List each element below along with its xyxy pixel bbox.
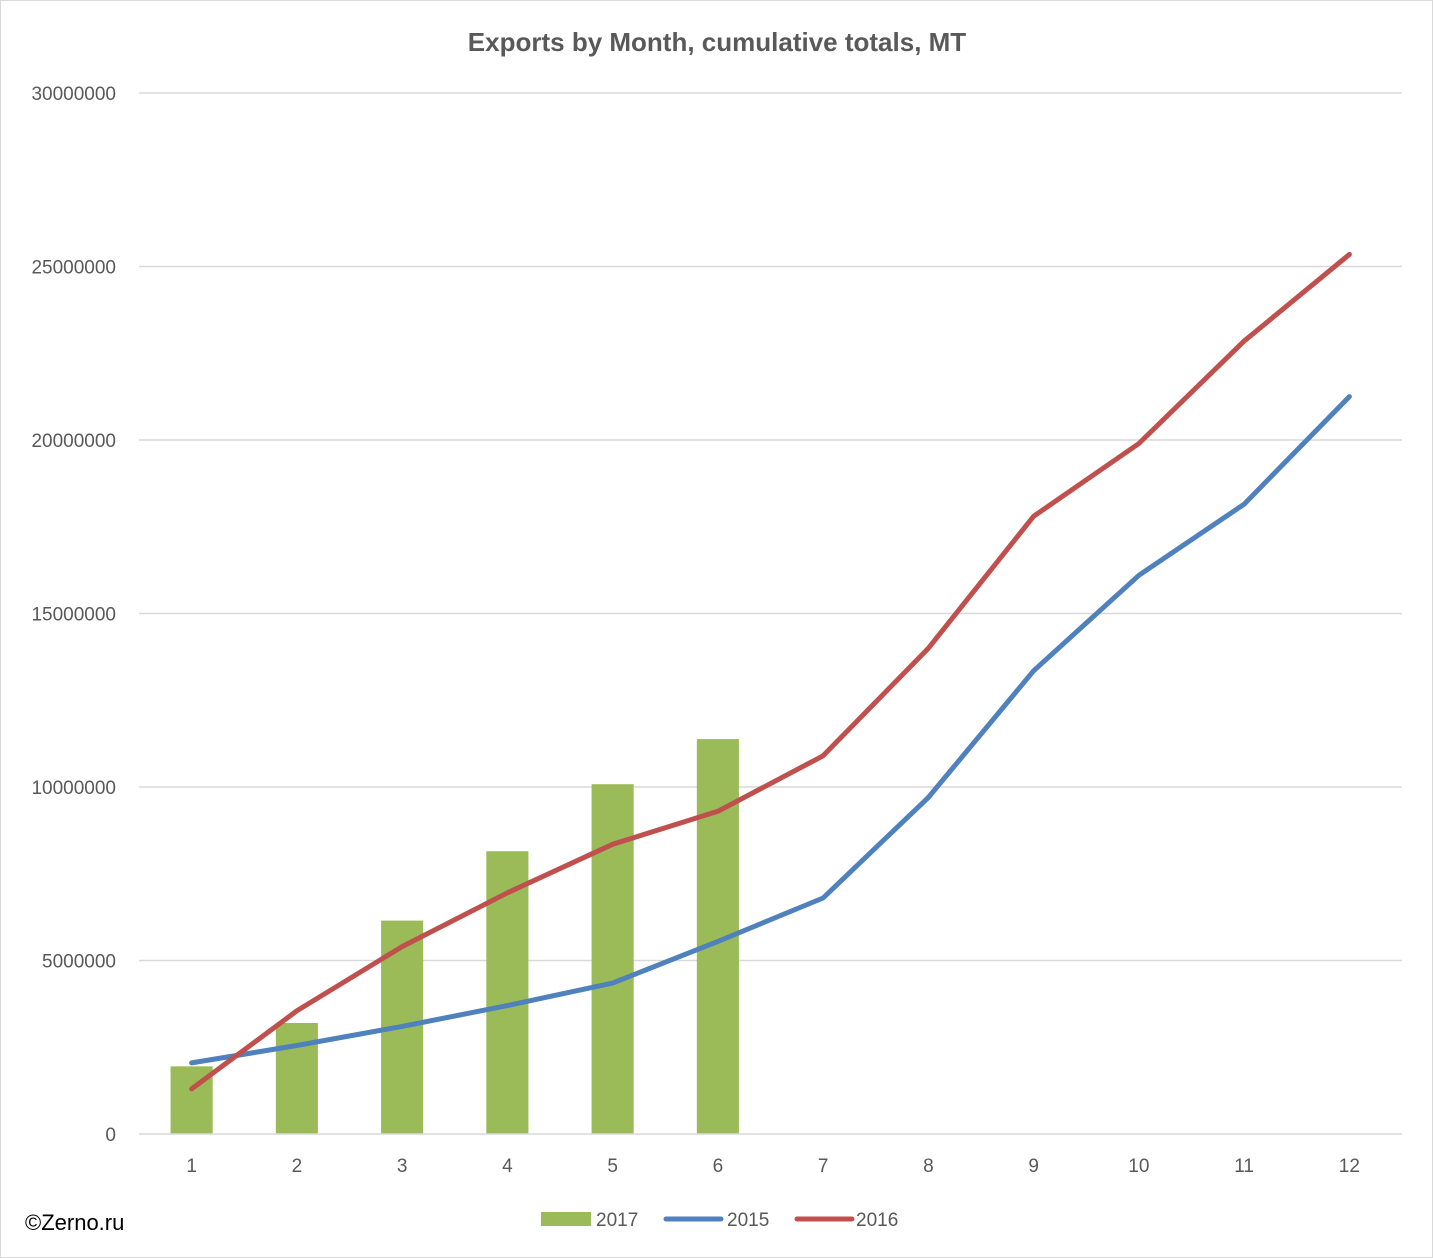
- x-tick-label: 8: [923, 1156, 934, 1177]
- bar-2017: [275, 1022, 318, 1134]
- legend: 2017 2015 2016: [541, 1210, 898, 1231]
- legend-marker-2017: [541, 1212, 591, 1226]
- y-tick-label: 5000000: [42, 952, 116, 973]
- gridlines: [139, 92, 1402, 962]
- x-tick-label: 11: [1234, 1156, 1254, 1177]
- y-tick-label: 25000000: [31, 258, 116, 279]
- x-axis-ticks: 1 2 3 4 5 6 7 8 9 10 11 12: [186, 1156, 1360, 1177]
- credit-text: ©Zerno.ru: [25, 1210, 124, 1235]
- x-tick-label: 12: [1339, 1156, 1360, 1177]
- y-tick-label: 10000000: [31, 778, 116, 799]
- bar-series: [170, 739, 739, 1134]
- line-2015: [189, 394, 1352, 1066]
- y-tick-label: 0: [105, 1125, 116, 1146]
- x-tick-label: 2: [292, 1156, 303, 1177]
- line-series: [189, 251, 1352, 1092]
- y-tick-label: 30000000: [31, 84, 116, 105]
- chart-title: Exports by Month, cumulative totals, MT: [468, 27, 966, 57]
- line-2016: [189, 251, 1352, 1092]
- x-tick-label: 1: [186, 1156, 197, 1177]
- x-tick-label: 5: [607, 1156, 618, 1177]
- x-tick-label: 7: [818, 1156, 829, 1177]
- y-tick-label: 15000000: [31, 605, 116, 626]
- legend-label-2015: 2015: [727, 1210, 769, 1231]
- bar-2017: [591, 784, 634, 1134]
- x-tick-label: 10: [1128, 1156, 1149, 1177]
- legend-label-2016: 2016: [856, 1210, 898, 1231]
- y-tick-label: 20000000: [31, 431, 116, 452]
- x-tick-label: 9: [1028, 1156, 1039, 1177]
- y-axis-ticks: 0 5000000 10000000 15000000 20000000 25000000…: [31, 84, 116, 1146]
- x-tick-label: 4: [502, 1156, 513, 1177]
- x-tick-label: 6: [713, 1156, 724, 1177]
- x-tick-label: 3: [397, 1156, 408, 1177]
- legend-label-2017: 2017: [596, 1210, 638, 1231]
